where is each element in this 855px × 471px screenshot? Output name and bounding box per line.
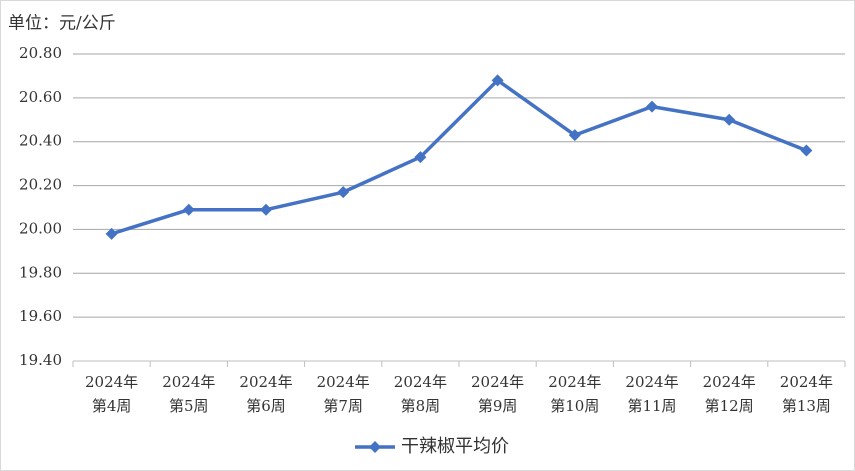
x-tick-label: 2024年 [317, 373, 370, 391]
x-tick-label: 第5周 [169, 397, 209, 415]
marker [646, 100, 658, 113]
x-tick-label: 第11周 [627, 397, 676, 415]
x-tick-label: 2024年 [548, 373, 601, 391]
marker [182, 203, 195, 216]
x-tick-label: 2024年 [239, 373, 292, 391]
x-tick-label: 第13周 [782, 397, 831, 415]
marker [260, 203, 272, 216]
legend-marker [369, 441, 381, 453]
legend-label: 干辣椒平均价 [401, 436, 509, 457]
marker [800, 144, 813, 157]
y-tick-label: 19.80 [19, 263, 62, 281]
y-tick-label: 20.80 [19, 44, 62, 62]
x-tick-label: 2024年 [780, 373, 833, 391]
x-tick-label: 2024年 [162, 373, 215, 391]
line [111, 78, 808, 236]
x-tick-label: 第9周 [478, 397, 518, 415]
x-tick-label: 2024年 [471, 373, 524, 391]
x-tick-label: 第6周 [246, 397, 286, 415]
unit-label: 单位：元/公斤 [8, 14, 116, 34]
x-tick-label: 第12周 [705, 397, 754, 415]
y-tick-label: 19.40 [19, 351, 62, 369]
y-tick-label: 20.20 [19, 176, 62, 194]
x-tick-label: 2024年 [625, 373, 678, 391]
x-tick-label: 第7周 [323, 397, 363, 415]
marker [723, 113, 736, 126]
x-tick-label: 2024年 [394, 373, 447, 391]
y-tick-label: 20.40 [19, 132, 62, 150]
x-tick-label: 2024年 [85, 373, 138, 391]
x-tick-label: 第8周 [401, 397, 441, 415]
y-tick-label: 19.60 [19, 307, 62, 325]
x-tick-label: 2024年 [703, 373, 756, 391]
x-tick-label: 第10周 [550, 397, 599, 415]
marker [105, 227, 118, 240]
y-tick-label: 20.60 [19, 88, 62, 106]
marker [491, 74, 504, 87]
y-tick-label: 20.00 [19, 219, 62, 237]
marker [414, 151, 427, 164]
marker [568, 129, 581, 142]
marker [337, 186, 350, 199]
x-tick-label: 第4周 [92, 397, 132, 415]
